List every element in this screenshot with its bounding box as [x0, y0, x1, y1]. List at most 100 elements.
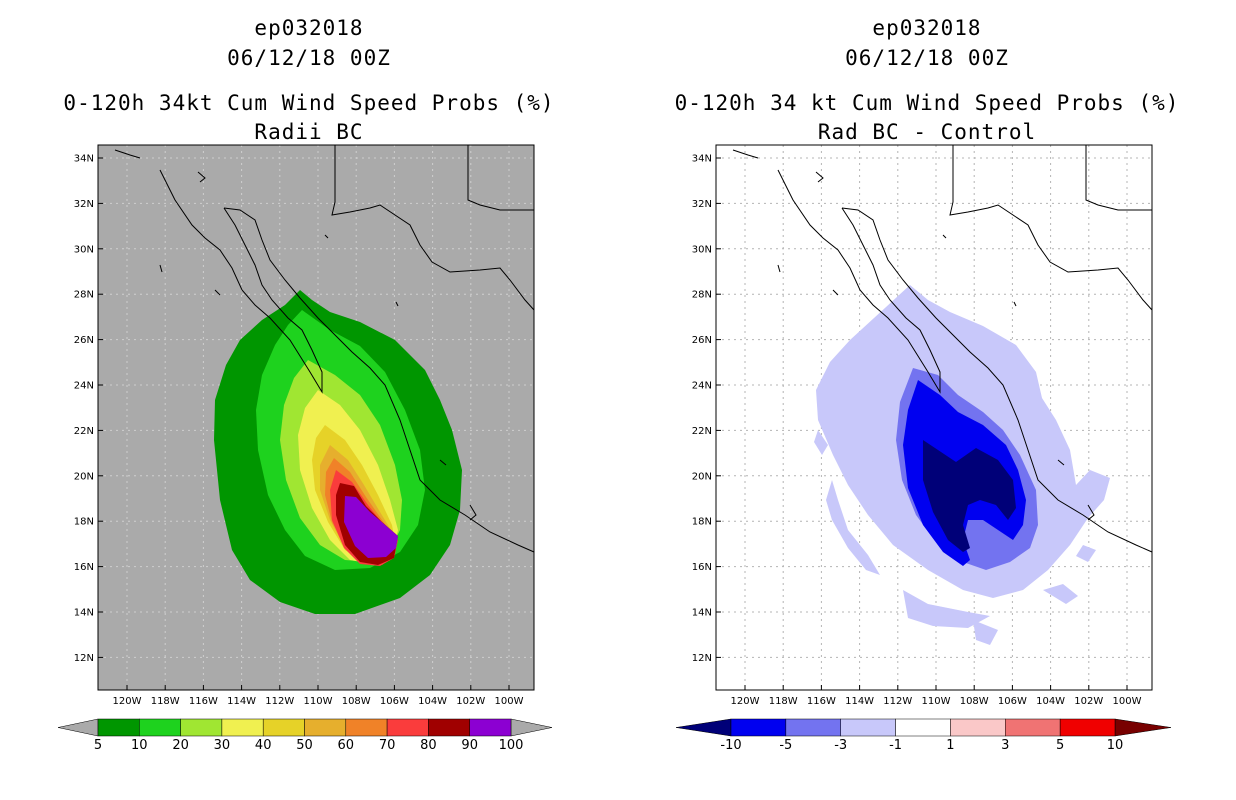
colorbar-swatch: [262, 718, 305, 737]
colorbar-label: 30: [214, 738, 231, 753]
colorbar-label: 70: [379, 738, 396, 753]
colorbar-swatch: [386, 718, 429, 737]
lat-tick-label: 26N: [74, 335, 94, 346]
lon-tick-label: 102W: [456, 696, 485, 707]
lat-tick-label: 12N: [74, 653, 94, 664]
state-border: [1085, 145, 1152, 211]
lon-tick-label: 114W: [845, 696, 874, 707]
lon-tick-label: 102W: [1074, 696, 1103, 707]
lon-tick-label: 110W: [922, 696, 951, 707]
lon-tick-label: 108W: [342, 696, 371, 707]
lat-tick-label: 30N: [692, 244, 712, 255]
lon-tick-label: 100W: [1113, 696, 1142, 707]
lat-tick-label: 30N: [74, 244, 94, 255]
left-panel: ep032018 06/12/18 00Z 0-120h 34kt Cum Wi…: [57, 16, 555, 753]
colorbar-end-left: [57, 718, 99, 737]
state-border: [467, 145, 534, 211]
product-subtitle: Radii BC: [254, 120, 364, 144]
lat-tick-label: 14N: [692, 608, 712, 619]
lon-tick-label: 120W: [113, 696, 142, 707]
lon-tick-label: 108W: [960, 696, 989, 707]
storm-id: ep032018: [254, 16, 364, 40]
colorbar-swatch: [950, 718, 1006, 737]
map-frame: [97, 144, 535, 691]
colorbar-swatch: [469, 718, 512, 737]
diff-minus1-patch: [1043, 584, 1078, 604]
colorbar-label: 10: [131, 738, 148, 753]
axis-labels: 120W 118W 116W 114W 112W 110W 108W 106W 104W 102W…: [692, 154, 1142, 708]
colorbar: -10 -5 -3 -1 1 3 5 10: [675, 718, 1172, 753]
mainland-coastline: [223, 207, 535, 553]
lon-tick-label: 112W: [265, 696, 294, 707]
diff-minus1-patch: [814, 430, 828, 455]
colorbar-label: 80: [420, 738, 437, 753]
lat-tick-label: 20N: [692, 471, 712, 482]
colorbar-label: 100: [499, 738, 524, 753]
lon-tick-label: 110W: [304, 696, 333, 707]
right-panel: ep032018 06/12/18 00Z 0-120h 34 kt Cum W…: [618, 0, 1236, 800]
islands: [114, 149, 477, 521]
us-mexico-border: [331, 145, 535, 311]
colorbar-swatch: [428, 718, 470, 737]
us-mexico-border: [949, 145, 1153, 311]
product-title: 0-120h 34 kt Cum Wind Speed Probs (%): [674, 91, 1180, 115]
colorbar-swatch: [221, 718, 264, 737]
colorbar-swatch: [345, 718, 388, 737]
lat-tick-label: 26N: [692, 335, 712, 346]
left-map-svg: 120W 118W 116W 114W 112W 110W 108W 106W 104W 102W…: [57, 144, 553, 753]
colorbar-swatch: [785, 718, 841, 737]
lat-tick-label: 22N: [692, 426, 712, 437]
colorbar-label: -5: [779, 738, 792, 753]
colorbar-label: 40: [255, 738, 272, 753]
lat-tick-label: 16N: [74, 562, 94, 573]
axis-labels: 120W 118W 116W 114W 112W 110W 108W 106W 104W 102W…: [74, 154, 524, 708]
lat-tick-label: 34N: [692, 154, 712, 165]
colorbar-swatch: [97, 718, 140, 737]
map-frame: [715, 144, 1153, 691]
diff-minus1-patch: [1076, 545, 1096, 562]
colorbar-label: 90: [461, 738, 478, 753]
diff-minus1-patch: [903, 590, 990, 628]
lat-tick-label: 18N: [74, 517, 94, 528]
lon-tick-label: 118W: [151, 696, 180, 707]
colorbar-label: 60: [338, 738, 355, 753]
product-subtitle: Rad BC - Control: [817, 120, 1037, 144]
colorbar-end-right: [510, 718, 553, 737]
lon-tick-label: 116W: [807, 696, 836, 707]
colorbar-label: 50: [296, 738, 313, 753]
lat-tick-label: 14N: [74, 608, 94, 619]
storm-id: ep032018: [872, 16, 982, 40]
colorbar-label: 10: [1107, 738, 1124, 753]
colorbar-label: 5: [94, 738, 102, 753]
lat-tick-label: 34N: [74, 154, 94, 165]
contour-90: [344, 496, 398, 558]
lon-tick-label: 104W: [418, 696, 447, 707]
colorbar: 5 10 20 30 40 50 60 70 80 90 100: [57, 718, 553, 753]
lon-tick-label: 114W: [227, 696, 256, 707]
lat-tick-label: 32N: [692, 199, 712, 210]
lat-tick-label: 32N: [74, 199, 94, 210]
lat-tick-label: 24N: [692, 381, 712, 392]
colorbar-label: 1: [946, 738, 954, 753]
colorbar-swatch: [139, 718, 181, 737]
lat-tick-label: 18N: [692, 517, 712, 528]
probability-contours: [214, 290, 462, 614]
baja-coastline: [777, 169, 941, 394]
lon-tick-label: 112W: [883, 696, 912, 707]
forecast-time: 06/12/18 00Z: [227, 46, 391, 70]
lon-tick-label: 106W: [380, 696, 409, 707]
diff-below-minus10: [923, 440, 1016, 552]
lon-tick-label: 104W: [1036, 696, 1065, 707]
coastlines: [114, 145, 535, 553]
right-map-svg: 120W 118W 116W 114W 112W 110W 108W 106W 104W 102W…: [675, 144, 1172, 753]
lon-tick-label: 118W: [769, 696, 798, 707]
mainland-coastline: [841, 207, 1153, 553]
coastlines: [732, 145, 1153, 553]
colorbar-label: -10: [720, 738, 741, 753]
difference-contours: [814, 285, 1110, 645]
colorbar-swatch: [1005, 718, 1061, 737]
lat-tick-label: 22N: [74, 426, 94, 437]
colorbar-end-left: [675, 718, 732, 737]
product-title: 0-120h 34kt Cum Wind Speed Probs (%): [63, 91, 555, 115]
diff-minus1-patch: [973, 620, 998, 645]
